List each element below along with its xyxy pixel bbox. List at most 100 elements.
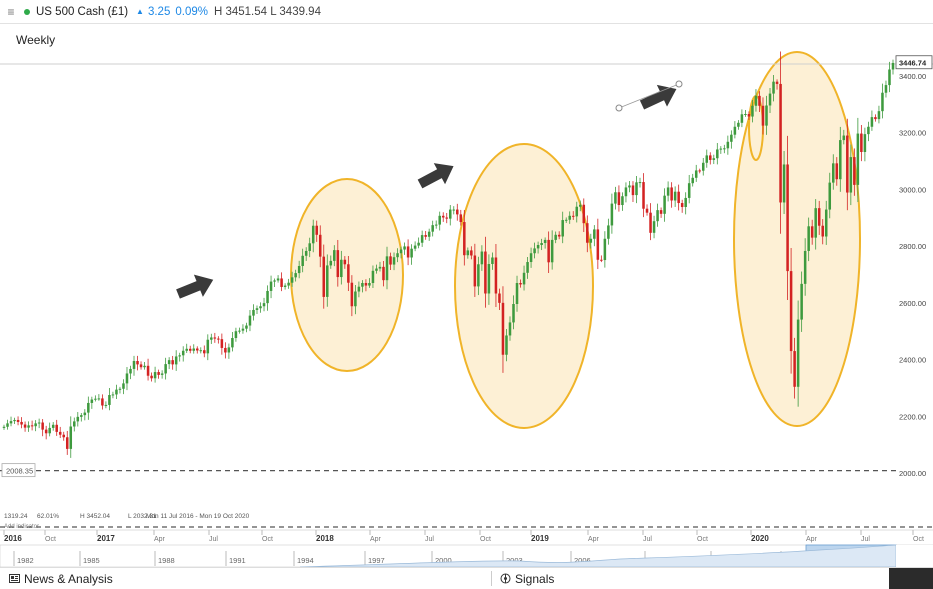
candle [761, 97, 765, 135]
candle [164, 357, 167, 380]
candle-body [195, 348, 199, 351]
candle-body [709, 155, 712, 160]
candle [16, 416, 20, 426]
navigator-panel[interactable]: 1982198519881991199419972000200320062009… [0, 544, 933, 567]
candle-body [628, 185, 631, 188]
candle [501, 286, 505, 373]
candle [579, 200, 582, 212]
candle-body [642, 182, 645, 209]
candle-body [870, 117, 874, 127]
price-change: 3.25 [147, 5, 171, 18]
candle [322, 244, 326, 309]
candle-body [705, 155, 709, 163]
candle [290, 271, 294, 287]
dashed-level-label: 2008.35 [6, 467, 33, 476]
time-tick-label: Jul [643, 536, 652, 543]
candle [185, 343, 188, 353]
candle [227, 343, 231, 359]
candle-body [515, 283, 519, 304]
candle [561, 211, 564, 244]
candle-body [283, 285, 287, 287]
candle [807, 217, 810, 262]
hamburger-menu-icon[interactable]: ≡ [7, 4, 15, 19]
news-analysis-button[interactable]: News & Analysis [9, 568, 113, 589]
candle [153, 366, 157, 383]
candle [118, 386, 122, 394]
timeframe-label[interactable]: Weekly [16, 33, 56, 47]
candle [522, 265, 526, 291]
candle [420, 230, 424, 247]
candle-body [125, 373, 129, 384]
candle-body [294, 273, 297, 278]
time-tick-label: 2020 [751, 534, 769, 543]
candle-body [153, 372, 157, 379]
candle-body [677, 191, 680, 204]
candle [849, 144, 853, 206]
last-price-tag: 3446.74 [895, 55, 933, 70]
candle-body [441, 215, 445, 218]
candle-body [638, 182, 642, 184]
candle [269, 275, 273, 299]
candle-body [817, 208, 821, 226]
candle-body [582, 204, 586, 224]
candle-body [276, 278, 280, 281]
candle-body [448, 209, 452, 219]
candle-body [772, 81, 775, 94]
candle-body [304, 250, 308, 256]
candle-body [333, 250, 336, 261]
candle [224, 342, 227, 359]
chart-grid: 2008.35 [0, 63, 933, 528]
candle-body [343, 259, 347, 265]
candle-body [614, 192, 617, 204]
candle [111, 391, 115, 399]
candle-body [227, 347, 231, 353]
market-status-dot [24, 8, 30, 15]
time-tick-label: Oct [697, 536, 708, 543]
instrument-name[interactable]: US 500 Cash (£1) [36, 5, 129, 18]
candle-body [27, 425, 30, 428]
candle-body [413, 245, 417, 249]
candle [484, 236, 487, 308]
candle-body [459, 214, 463, 223]
candle [406, 239, 410, 266]
candle-body [308, 243, 311, 251]
candle-body [550, 239, 554, 263]
price-chart[interactable]: 2008.35 3400.00 3200.00 3000.00 2800.00 2600… [0, 24, 933, 567]
candle-body [663, 195, 666, 214]
candle [181, 346, 185, 362]
candle [378, 261, 382, 272]
candle [649, 203, 652, 241]
candle-body [424, 235, 427, 237]
candle-body [245, 325, 248, 329]
price-tick-label: 2400.00 [899, 356, 926, 365]
candle [417, 237, 420, 249]
candle-body [315, 225, 318, 235]
candle-body [839, 140, 842, 180]
candle [34, 420, 37, 432]
candle-body [775, 81, 779, 84]
candle-body [259, 306, 262, 309]
candle [701, 157, 705, 176]
trendline-handle [675, 80, 683, 88]
candle [614, 186, 617, 210]
candle-body [540, 243, 543, 246]
candle [856, 117, 860, 202]
candle-body [347, 264, 350, 283]
candle [814, 199, 817, 250]
candle-body [779, 83, 782, 203]
candle [311, 219, 315, 253]
candle [891, 59, 895, 75]
candle [336, 239, 340, 287]
candle-body [501, 302, 505, 355]
candle-body [206, 339, 210, 354]
candle [231, 331, 234, 352]
candle [399, 246, 403, 259]
candle-body [160, 373, 164, 375]
candle-body [835, 163, 839, 180]
candle [610, 193, 614, 234]
candle-body [76, 416, 80, 422]
candle [758, 91, 761, 112]
signals-button[interactable]: Signals [500, 568, 554, 589]
candle-body [807, 226, 810, 251]
candle [51, 422, 55, 431]
